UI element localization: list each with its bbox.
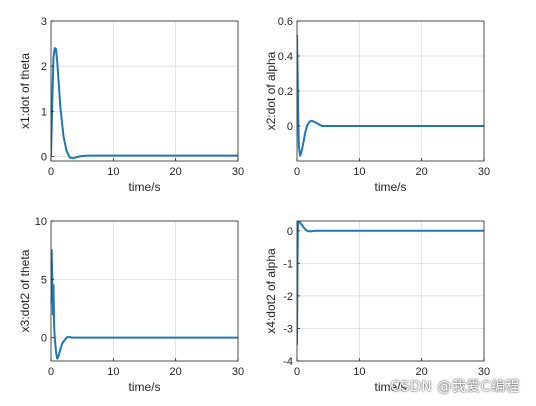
y-tick-label-1: 0.2 <box>278 86 293 98</box>
subplot-4: 0 10 20 30 -4 -3 -2 -1 0 time/s x4:dot2 of alpha <box>264 220 490 394</box>
y-tick-label-1: -3 <box>283 323 293 335</box>
y-tick-label-3: 3 <box>41 16 47 28</box>
x-tick-label-1: 10 <box>107 166 119 178</box>
y-tick-label-1: 5 <box>41 274 47 286</box>
x-tick-label-3: 30 <box>232 166 244 178</box>
x-tick-label-3: 30 <box>232 366 244 378</box>
plot-area <box>297 221 484 361</box>
x-tick-label-2: 20 <box>170 366 182 378</box>
x-tick-label-0: 0 <box>294 166 300 178</box>
y-tick-label-2: 10 <box>35 216 47 228</box>
x-tick-label-3: 30 <box>478 366 490 378</box>
y-tick-label-3: -1 <box>283 258 293 270</box>
subplot-1: 0 10 20 30 0 1 2 3 time/s x1:dot of theta <box>18 16 244 194</box>
watermark-text: CSDN @我爱C编程 <box>390 379 520 395</box>
x-axis-label: time/s <box>374 180 406 194</box>
x-tick-label-2: 20 <box>416 166 428 178</box>
x-tick-label-0: 0 <box>294 366 300 378</box>
x-axis-label: time/s <box>128 380 160 394</box>
y-axis-label: x4:dot2 of alpha <box>264 248 278 334</box>
x-tick-label-1: 10 <box>353 366 365 378</box>
y-tick-label-2: 0.4 <box>278 51 293 63</box>
y-tick-label-0: -4 <box>283 356 293 368</box>
x-axis-label: time/s <box>128 180 160 194</box>
axes-box <box>50 220 239 362</box>
axes-box <box>296 220 485 362</box>
axes-box <box>50 20 239 162</box>
subplot-2: 0 10 20 30 0 0.2 0.4 0.6 time/s x2:dot of alpha <box>264 16 490 194</box>
subplot-3: 0 10 20 30 0 5 10 time/s x3:dot2 of theta <box>18 216 244 394</box>
y-tick-label-0: 0 <box>41 151 47 163</box>
y-tick-label-2: -2 <box>283 291 293 303</box>
y-axis-label: x3:dot2 of theta <box>18 249 32 332</box>
series-line-1 <box>51 249 238 360</box>
y-tick-label-3: 0.6 <box>278 16 293 28</box>
y-tick-label-0: 0 <box>287 121 293 133</box>
series-line-1 <box>297 221 484 345</box>
y-tick-label-4: 0 <box>287 226 293 238</box>
y-axis-label: x1:dot of theta <box>18 53 32 129</box>
x-tick-label-1: 10 <box>107 366 119 378</box>
x-tick-label-2: 20 <box>416 366 428 378</box>
plot-area <box>51 221 238 361</box>
x-tick-label-1: 10 <box>353 166 365 178</box>
series-line-1 <box>297 34 484 157</box>
y-tick-label-1: 1 <box>41 106 47 118</box>
x-tick-label-2: 20 <box>170 166 182 178</box>
y-tick-label-2: 2 <box>41 61 47 73</box>
x-tick-label-0: 0 <box>48 166 54 178</box>
y-axis-label: x2:dot of alpha <box>264 51 278 130</box>
plot-area <box>51 21 238 161</box>
x-tick-label-0: 0 <box>48 366 54 378</box>
x-axis-label: time/s <box>374 380 406 394</box>
series-line-1 <box>51 47 238 160</box>
y-tick-label-0: 0 <box>41 333 47 345</box>
x-tick-label-3: 30 <box>478 166 490 178</box>
